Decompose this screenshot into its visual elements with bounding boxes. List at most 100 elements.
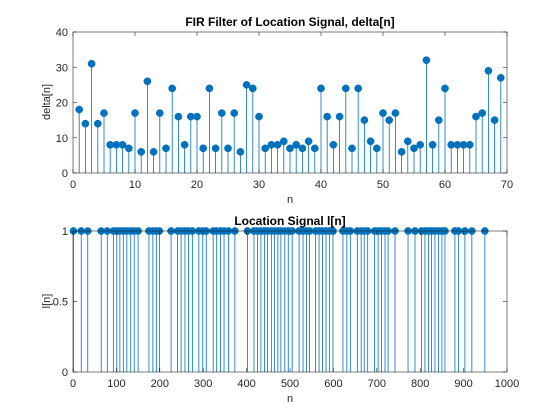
- stem-marker: [298, 144, 307, 153]
- x-tick-label: 1000: [495, 378, 519, 390]
- x-tick-label: 60: [439, 179, 451, 191]
- stem-marker: [211, 144, 220, 153]
- x-tick-label: 0: [70, 378, 76, 390]
- stem-marker: [366, 137, 375, 146]
- y-tick-label: 0: [62, 367, 68, 379]
- x-tick-label: 20: [191, 179, 203, 191]
- delta-title: FIR Filter of Location Signal, delta[n]: [185, 15, 394, 29]
- x-tick-label: 800: [411, 378, 429, 390]
- stem-marker: [472, 112, 480, 121]
- stem-marker: [335, 112, 344, 121]
- stem-marker: [441, 84, 449, 93]
- stem-marker: [329, 140, 338, 149]
- stem-marker: [174, 112, 183, 121]
- stem-marker: [434, 116, 443, 124]
- location-y-label: l[n]: [41, 294, 53, 309]
- stem-marker: [100, 109, 108, 117]
- delta-x-ticks: 0 10 20 30 40 50 60 70: [70, 32, 513, 191]
- x-tick-label: 600: [324, 378, 342, 390]
- stem-marker: [292, 140, 301, 149]
- stem-marker: [496, 73, 505, 82]
- delta-y-label: delta[n]: [41, 84, 53, 120]
- stem-marker: [180, 140, 189, 149]
- x-tick-label: 10: [129, 179, 141, 191]
- y-tick-label: 20: [56, 98, 68, 110]
- stem-marker: [261, 144, 270, 153]
- x-tick-label: 0: [70, 179, 76, 191]
- stem-marker: [379, 109, 387, 117]
- stem-marker: [317, 84, 325, 93]
- y-tick-label: 30: [56, 62, 68, 74]
- stem-marker: [478, 109, 487, 117]
- stem-marker: [490, 116, 499, 124]
- location-x-ticks: 0 100 200 300 400 500 600 700 800 900 1000: [70, 231, 519, 390]
- stem-marker: [304, 137, 313, 146]
- x-tick-label: 500: [281, 378, 299, 390]
- stem-marker: [87, 59, 96, 68]
- location-markers: [69, 227, 489, 235]
- stem-marker: [143, 77, 152, 86]
- subplot-delta: 0 10 20 30 40 50 60 70 0 10 20 30 40 FIR Filter of …: [41, 15, 513, 206]
- stem-marker: [360, 116, 369, 124]
- stem-marker: [137, 148, 146, 156]
- stem-marker: [236, 148, 245, 156]
- stem-marker: [273, 140, 282, 149]
- stem-marker: [93, 119, 102, 128]
- stem-marker: [354, 84, 363, 93]
- y-tick-label: 0: [62, 168, 68, 180]
- stem-marker: [391, 109, 400, 117]
- stem-marker: [75, 105, 84, 114]
- stem-marker: [131, 109, 139, 117]
- stem-marker: [341, 84, 350, 93]
- location-y-ticks: 00.51: [53, 226, 507, 379]
- stem-marker: [465, 140, 474, 149]
- stem-marker: [230, 109, 239, 117]
- stem-marker: [385, 116, 394, 124]
- stem-marker: [397, 148, 406, 156]
- x-tick-label: 300: [194, 378, 212, 390]
- delta-y-ticks: 0 10 20 30 40: [56, 27, 507, 180]
- location-title: Location Signal l[n]: [234, 214, 345, 228]
- stem-marker: [224, 144, 232, 153]
- x-tick-label: 900: [454, 378, 472, 390]
- stem-marker: [149, 148, 158, 156]
- stem-marker: [410, 144, 418, 153]
- location-stems: [73, 231, 486, 372]
- stem-marker: [279, 137, 288, 146]
- stem-marker: [81, 119, 90, 128]
- x-tick-label: 700: [368, 378, 386, 390]
- y-tick-label: 0.5: [53, 297, 68, 309]
- stem-marker: [286, 144, 294, 153]
- stem-marker: [248, 84, 257, 93]
- stem-marker: [242, 81, 251, 89]
- stem-marker: [118, 140, 127, 149]
- stem-marker: [372, 144, 381, 153]
- stem-marker: [217, 109, 226, 117]
- x-tick-label: 30: [253, 179, 265, 191]
- x-tick-label: 50: [377, 179, 389, 191]
- x-tick-label: 40: [315, 179, 327, 191]
- x-tick-label: 70: [501, 179, 513, 191]
- x-tick-label: 200: [151, 378, 169, 390]
- stem-marker: [255, 112, 263, 121]
- stem-marker: [422, 56, 431, 65]
- stem-marker: [348, 144, 356, 153]
- location-x-label: n: [287, 393, 293, 405]
- stem-marker: [403, 137, 412, 146]
- x-tick-label: 400: [237, 378, 255, 390]
- stem-marker: [310, 144, 319, 153]
- y-tick-label: 40: [56, 27, 68, 39]
- y-tick-label: 1: [62, 226, 68, 238]
- stem-marker: [484, 66, 493, 75]
- delta-markers: [75, 56, 505, 156]
- stem-marker: [193, 112, 201, 121]
- stem-marker: [155, 109, 164, 117]
- stem-marker: [162, 144, 170, 153]
- y-tick-label: 10: [56, 133, 68, 145]
- delta-x-label: n: [287, 194, 293, 206]
- stem-marker: [428, 140, 437, 149]
- stem-marker: [323, 112, 332, 121]
- subplot-location: 0 100 200 300 400 500 600 700 800 900 1000 00.51 L…: [41, 214, 519, 405]
- stem-marker: [416, 140, 425, 149]
